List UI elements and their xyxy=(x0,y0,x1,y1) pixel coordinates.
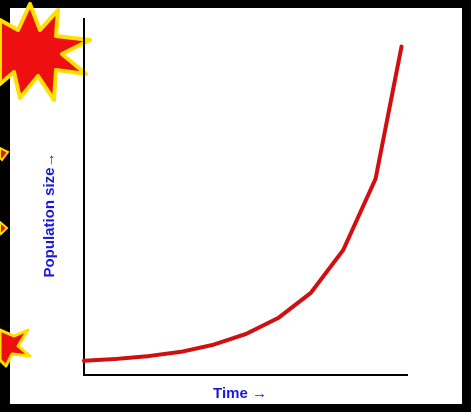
x-axis-label: Time → xyxy=(213,385,267,402)
chart: Population size→ Time → xyxy=(0,0,471,412)
y-axis-label: Population size→ xyxy=(41,152,58,277)
